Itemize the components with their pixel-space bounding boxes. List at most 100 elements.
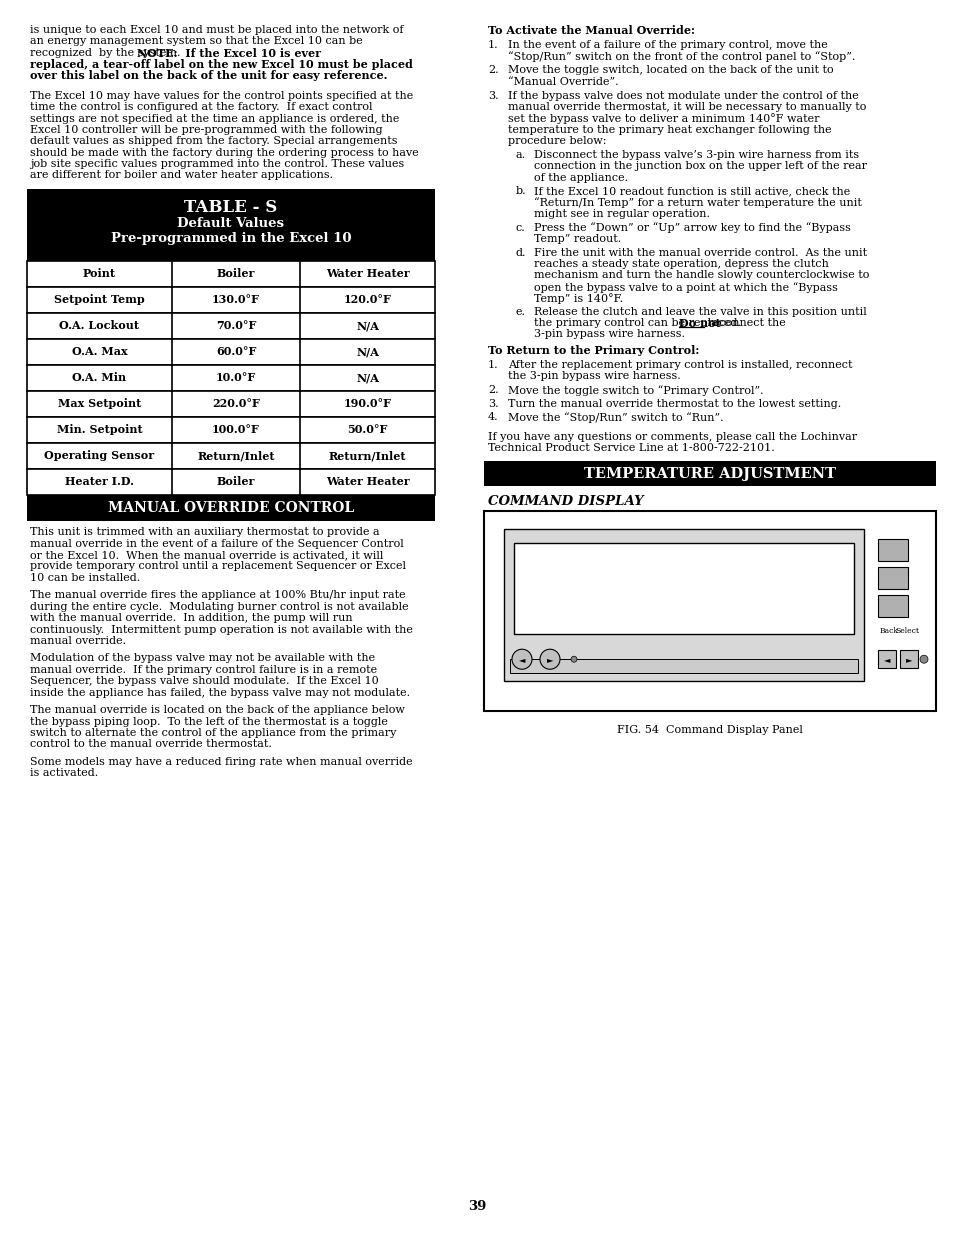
- Text: default values as shipped from the factory. Special arrangements: default values as shipped from the facto…: [30, 136, 397, 146]
- Text: open the bypass valve to a point at which the “Bypass: open the bypass valve to a point at whic…: [534, 282, 837, 293]
- Text: the primary control can be replaced.: the primary control can be replaced.: [534, 319, 747, 329]
- Bar: [27, 442, 435, 468]
- Text: recognized  by the system.: recognized by the system.: [30, 48, 188, 58]
- Text: Temp” is 140°F.: Temp” is 140°F.: [534, 293, 622, 304]
- Text: ◄: ◄: [882, 655, 889, 663]
- Text: NOTE:  If the Excel 10 is ever: NOTE: If the Excel 10 is ever: [137, 48, 321, 59]
- Text: After the replacement primary control is installed, reconnect: After the replacement primary control is…: [507, 361, 852, 370]
- Text: To Return to the Primary Control:: To Return to the Primary Control:: [488, 346, 699, 357]
- Text: Press the “Down” or “Up” arrow key to find the “Bypass: Press the “Down” or “Up” arrow key to fi…: [534, 222, 850, 233]
- Bar: [27, 494, 435, 521]
- Text: manual override.: manual override.: [30, 636, 126, 646]
- Text: If you have any questions or comments, please call the Lochinvar: If you have any questions or comments, p…: [488, 432, 856, 442]
- Bar: [899, 650, 917, 668]
- Text: mechanism and turn the handle slowly counterclockwise to: mechanism and turn the handle slowly cou…: [534, 270, 868, 280]
- Circle shape: [571, 656, 577, 662]
- Text: Operating Sensor: Operating Sensor: [44, 450, 154, 461]
- Text: 60.0°F: 60.0°F: [215, 346, 256, 357]
- Text: Point: Point: [83, 268, 116, 279]
- Bar: [503, 530, 863, 682]
- Text: Excel 10 controller will be pre-programmed with the following: Excel 10 controller will be pre-programm…: [30, 125, 382, 135]
- Bar: [27, 416, 435, 442]
- Text: job site specific values programmed into the control. These values: job site specific values programmed into…: [30, 159, 404, 169]
- Text: 50.0°F: 50.0°F: [347, 424, 388, 435]
- Circle shape: [539, 650, 559, 669]
- Text: This unit is trimmed with an auxiliary thermostat to provide a: This unit is trimmed with an auxiliary t…: [30, 527, 379, 537]
- Text: Pre-programmed in the Excel 10: Pre-programmed in the Excel 10: [111, 232, 351, 245]
- Text: or the Excel 10.  When the manual override is activated, it will: or the Excel 10. When the manual overrid…: [30, 550, 383, 561]
- Text: Boiler: Boiler: [216, 268, 255, 279]
- Text: 10.0°F: 10.0°F: [215, 372, 256, 383]
- Text: Water Heater: Water Heater: [326, 475, 409, 487]
- Text: 190.0°F: 190.0°F: [343, 398, 392, 409]
- Text: manual override thermostat, it will be necessary to manually to: manual override thermostat, it will be n…: [507, 103, 865, 112]
- Text: Boiler: Boiler: [216, 475, 255, 487]
- Text: Do not: Do not: [678, 319, 720, 329]
- Text: temperature to the primary heat exchanger following the: temperature to the primary heat exchange…: [507, 125, 831, 135]
- Text: Move the toggle switch to “Primary Control”.: Move the toggle switch to “Primary Contr…: [507, 385, 762, 396]
- Text: during the entire cycle.  Modulating burner control is not available: during the entire cycle. Modulating burn…: [30, 601, 408, 611]
- Bar: [27, 261, 435, 287]
- Text: b.: b.: [516, 186, 526, 196]
- Text: procedure below:: procedure below:: [507, 136, 606, 146]
- Text: ◄: ◄: [518, 655, 525, 663]
- Text: over this label on the back of the unit for easy reference.: over this label on the back of the unit …: [30, 70, 387, 82]
- Text: Move the toggle switch, located on the back of the unit to: Move the toggle switch, located on the b…: [507, 65, 833, 75]
- Text: e.: e.: [516, 306, 525, 316]
- Text: an energy management system so that the Excel 10 can be: an energy management system so that the …: [30, 36, 362, 47]
- Text: O.A. Lockout: O.A. Lockout: [59, 320, 139, 331]
- Bar: [27, 312, 435, 338]
- Bar: [877, 595, 907, 618]
- Text: 39: 39: [467, 1200, 486, 1213]
- Text: 130.0°F: 130.0°F: [212, 294, 260, 305]
- Text: Setpoint Temp: Setpoint Temp: [54, 294, 145, 305]
- Bar: [510, 659, 857, 673]
- Text: with the manual override.  In addition, the pump will run: with the manual override. In addition, t…: [30, 613, 353, 624]
- Text: Return/Inlet: Return/Inlet: [197, 450, 274, 461]
- Text: a.: a.: [516, 149, 525, 161]
- Text: continuously.  Intermittent pump operation is not available with the: continuously. Intermittent pump operatio…: [30, 625, 413, 635]
- Text: settings are not specified at the time an appliance is ordered, the: settings are not specified at the time a…: [30, 114, 399, 124]
- Text: control to the manual override thermostat.: control to the manual override thermosta…: [30, 740, 272, 750]
- Text: The manual override fires the appliance at 100% Btu/hr input rate: The manual override fires the appliance …: [30, 590, 405, 600]
- Text: connection in the junction box on the upper left of the rear: connection in the junction box on the up…: [534, 162, 866, 172]
- Text: Disconnect the bypass valve’s 3-pin wire harness from its: Disconnect the bypass valve’s 3-pin wire…: [534, 149, 859, 161]
- Text: is activated.: is activated.: [30, 768, 98, 778]
- Text: N/A: N/A: [355, 346, 378, 357]
- Text: is unique to each Excel 10 and must be placed into the network of: is unique to each Excel 10 and must be p…: [30, 25, 403, 35]
- Text: 1.: 1.: [488, 361, 498, 370]
- Text: 10 can be installed.: 10 can be installed.: [30, 573, 140, 583]
- Text: Temp” readout.: Temp” readout.: [534, 233, 620, 245]
- Text: of the appliance.: of the appliance.: [534, 173, 627, 183]
- Text: ►: ►: [546, 655, 553, 663]
- Text: Return/Inlet: Return/Inlet: [329, 450, 406, 461]
- Text: TABLE - S: TABLE - S: [184, 199, 277, 216]
- Bar: [27, 390, 435, 416]
- Bar: [27, 468, 435, 494]
- Bar: [877, 567, 907, 589]
- Text: d.: d.: [516, 248, 526, 258]
- Text: ►: ►: [904, 655, 911, 663]
- Text: 220.0°F: 220.0°F: [212, 398, 260, 409]
- Text: Release the clutch and leave the valve in this position until: Release the clutch and leave the valve i…: [534, 306, 866, 316]
- Text: 70.0°F: 70.0°F: [215, 320, 256, 331]
- Text: Sequencer, the bypass valve should modulate.  If the Excel 10: Sequencer, the bypass valve should modul…: [30, 677, 378, 687]
- Text: Min. Setpoint: Min. Setpoint: [56, 424, 142, 435]
- Text: Turn the manual override thermostat to the lowest setting.: Turn the manual override thermostat to t…: [507, 399, 841, 409]
- Bar: [27, 189, 435, 261]
- Circle shape: [919, 656, 927, 663]
- Text: manual override in the event of a failure of the Sequencer Control: manual override in the event of a failur…: [30, 538, 403, 548]
- Bar: [877, 540, 907, 561]
- Text: If the Excel 10 readout function is still active, check the: If the Excel 10 readout function is stil…: [534, 186, 849, 196]
- Bar: [514, 543, 853, 635]
- Text: To Activate the Manual Override:: To Activate the Manual Override:: [488, 25, 695, 36]
- Text: The Excel 10 may have values for the control points specified at the: The Excel 10 may have values for the con…: [30, 91, 413, 101]
- Text: N/A: N/A: [355, 372, 378, 383]
- Text: FIG. 54  Command Display Panel: FIG. 54 Command Display Panel: [617, 725, 802, 735]
- Text: COMMAND DISPLAY: COMMAND DISPLAY: [488, 495, 643, 509]
- Text: “Manual Override”.: “Manual Override”.: [507, 77, 618, 86]
- Text: Select: Select: [894, 627, 918, 635]
- Bar: [27, 287, 435, 312]
- Text: reaches a steady state operation, depress the clutch: reaches a steady state operation, depres…: [534, 259, 828, 269]
- Text: “Return/In Temp” for a return water temperature the unit: “Return/In Temp” for a return water temp…: [534, 198, 861, 209]
